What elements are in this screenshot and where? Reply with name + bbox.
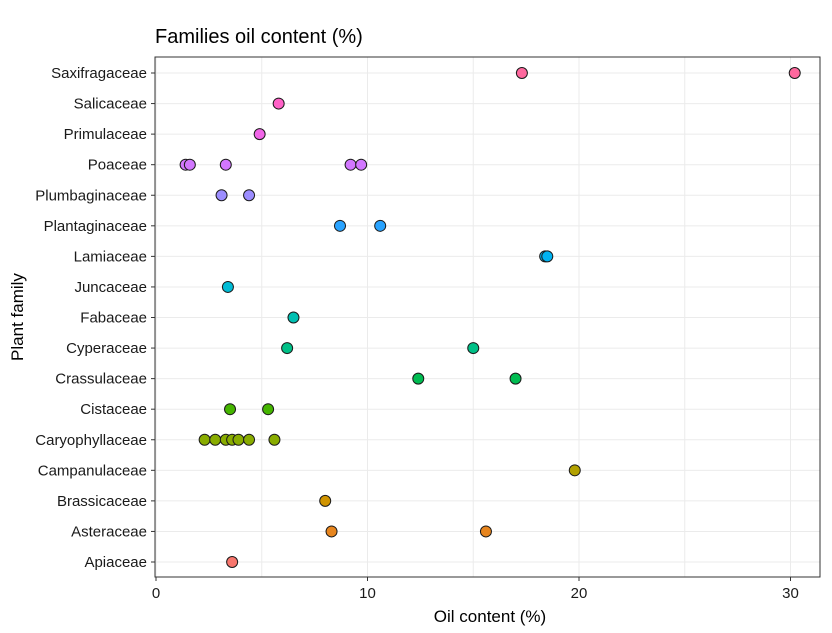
x-axis-title: Oil content (%) xyxy=(434,607,546,626)
data-point xyxy=(541,250,554,263)
data-points xyxy=(179,67,801,568)
y-tick-label: Fabaceae xyxy=(80,310,147,327)
data-point xyxy=(355,158,368,171)
y-tick-label: Juncaceae xyxy=(74,279,147,296)
y-tick-label: Poaceae xyxy=(88,157,147,174)
data-point xyxy=(232,433,245,446)
data-point xyxy=(224,403,237,416)
data-point xyxy=(262,403,275,416)
data-point xyxy=(788,67,801,79)
x-tick-label: 20 xyxy=(571,585,588,602)
y-tick-label: Salicaceae xyxy=(74,96,147,113)
data-point xyxy=(412,372,425,385)
data-point xyxy=(215,189,228,202)
data-point xyxy=(253,128,266,141)
x-tick-label: 30 xyxy=(782,585,799,602)
y-tick-label: Lamiaceae xyxy=(74,248,147,265)
data-point xyxy=(344,158,357,171)
data-point xyxy=(325,525,338,538)
y-tick-label: Asteraceae xyxy=(71,523,147,540)
data-point xyxy=(287,311,300,324)
data-point xyxy=(281,342,294,355)
data-point xyxy=(209,433,222,446)
data-point xyxy=(221,280,234,293)
y-tick-label: Caryophyllaceae xyxy=(35,432,147,449)
data-point xyxy=(568,464,581,477)
data-point xyxy=(467,342,480,355)
data-point xyxy=(183,158,196,171)
x-tick-label: 0 xyxy=(152,585,160,602)
data-point xyxy=(479,525,492,538)
y-tick-label: Brassicaceae xyxy=(57,493,147,510)
y-tick-label: Primulaceae xyxy=(64,126,147,143)
y-axis-title: Plant family xyxy=(8,273,27,361)
grid xyxy=(155,57,820,577)
y-axis: Apiaceae Asteraceae Brassicaceae Campanulac… xyxy=(35,65,155,571)
y-tick-label: Saxifragaceae xyxy=(51,65,147,82)
chart-title: Families oil content (%) xyxy=(155,26,363,48)
data-point xyxy=(243,433,256,446)
y-tick-label: Crassulaceae xyxy=(55,371,147,388)
data-point xyxy=(374,219,387,232)
y-tick-label: Cistaceae xyxy=(80,401,147,418)
data-point xyxy=(268,433,281,446)
x-axis: 0 10 20 30 xyxy=(152,577,799,602)
y-tick-label: Plumbaginaceae xyxy=(35,187,147,204)
data-point xyxy=(198,433,211,446)
y-tick-label: Apiaceae xyxy=(84,554,147,571)
data-point xyxy=(272,97,285,110)
data-point xyxy=(515,67,528,79)
x-tick-label: 10 xyxy=(359,585,376,602)
data-point xyxy=(243,189,256,202)
data-point xyxy=(509,372,522,385)
data-point xyxy=(226,556,239,568)
y-tick-label: Plantaginaceae xyxy=(44,218,147,235)
data-point xyxy=(319,494,332,507)
data-point xyxy=(334,219,347,232)
data-point xyxy=(219,158,232,171)
y-tick-label: Campanulaceae xyxy=(38,462,147,479)
y-tick-label: Cyperaceae xyxy=(66,340,147,357)
